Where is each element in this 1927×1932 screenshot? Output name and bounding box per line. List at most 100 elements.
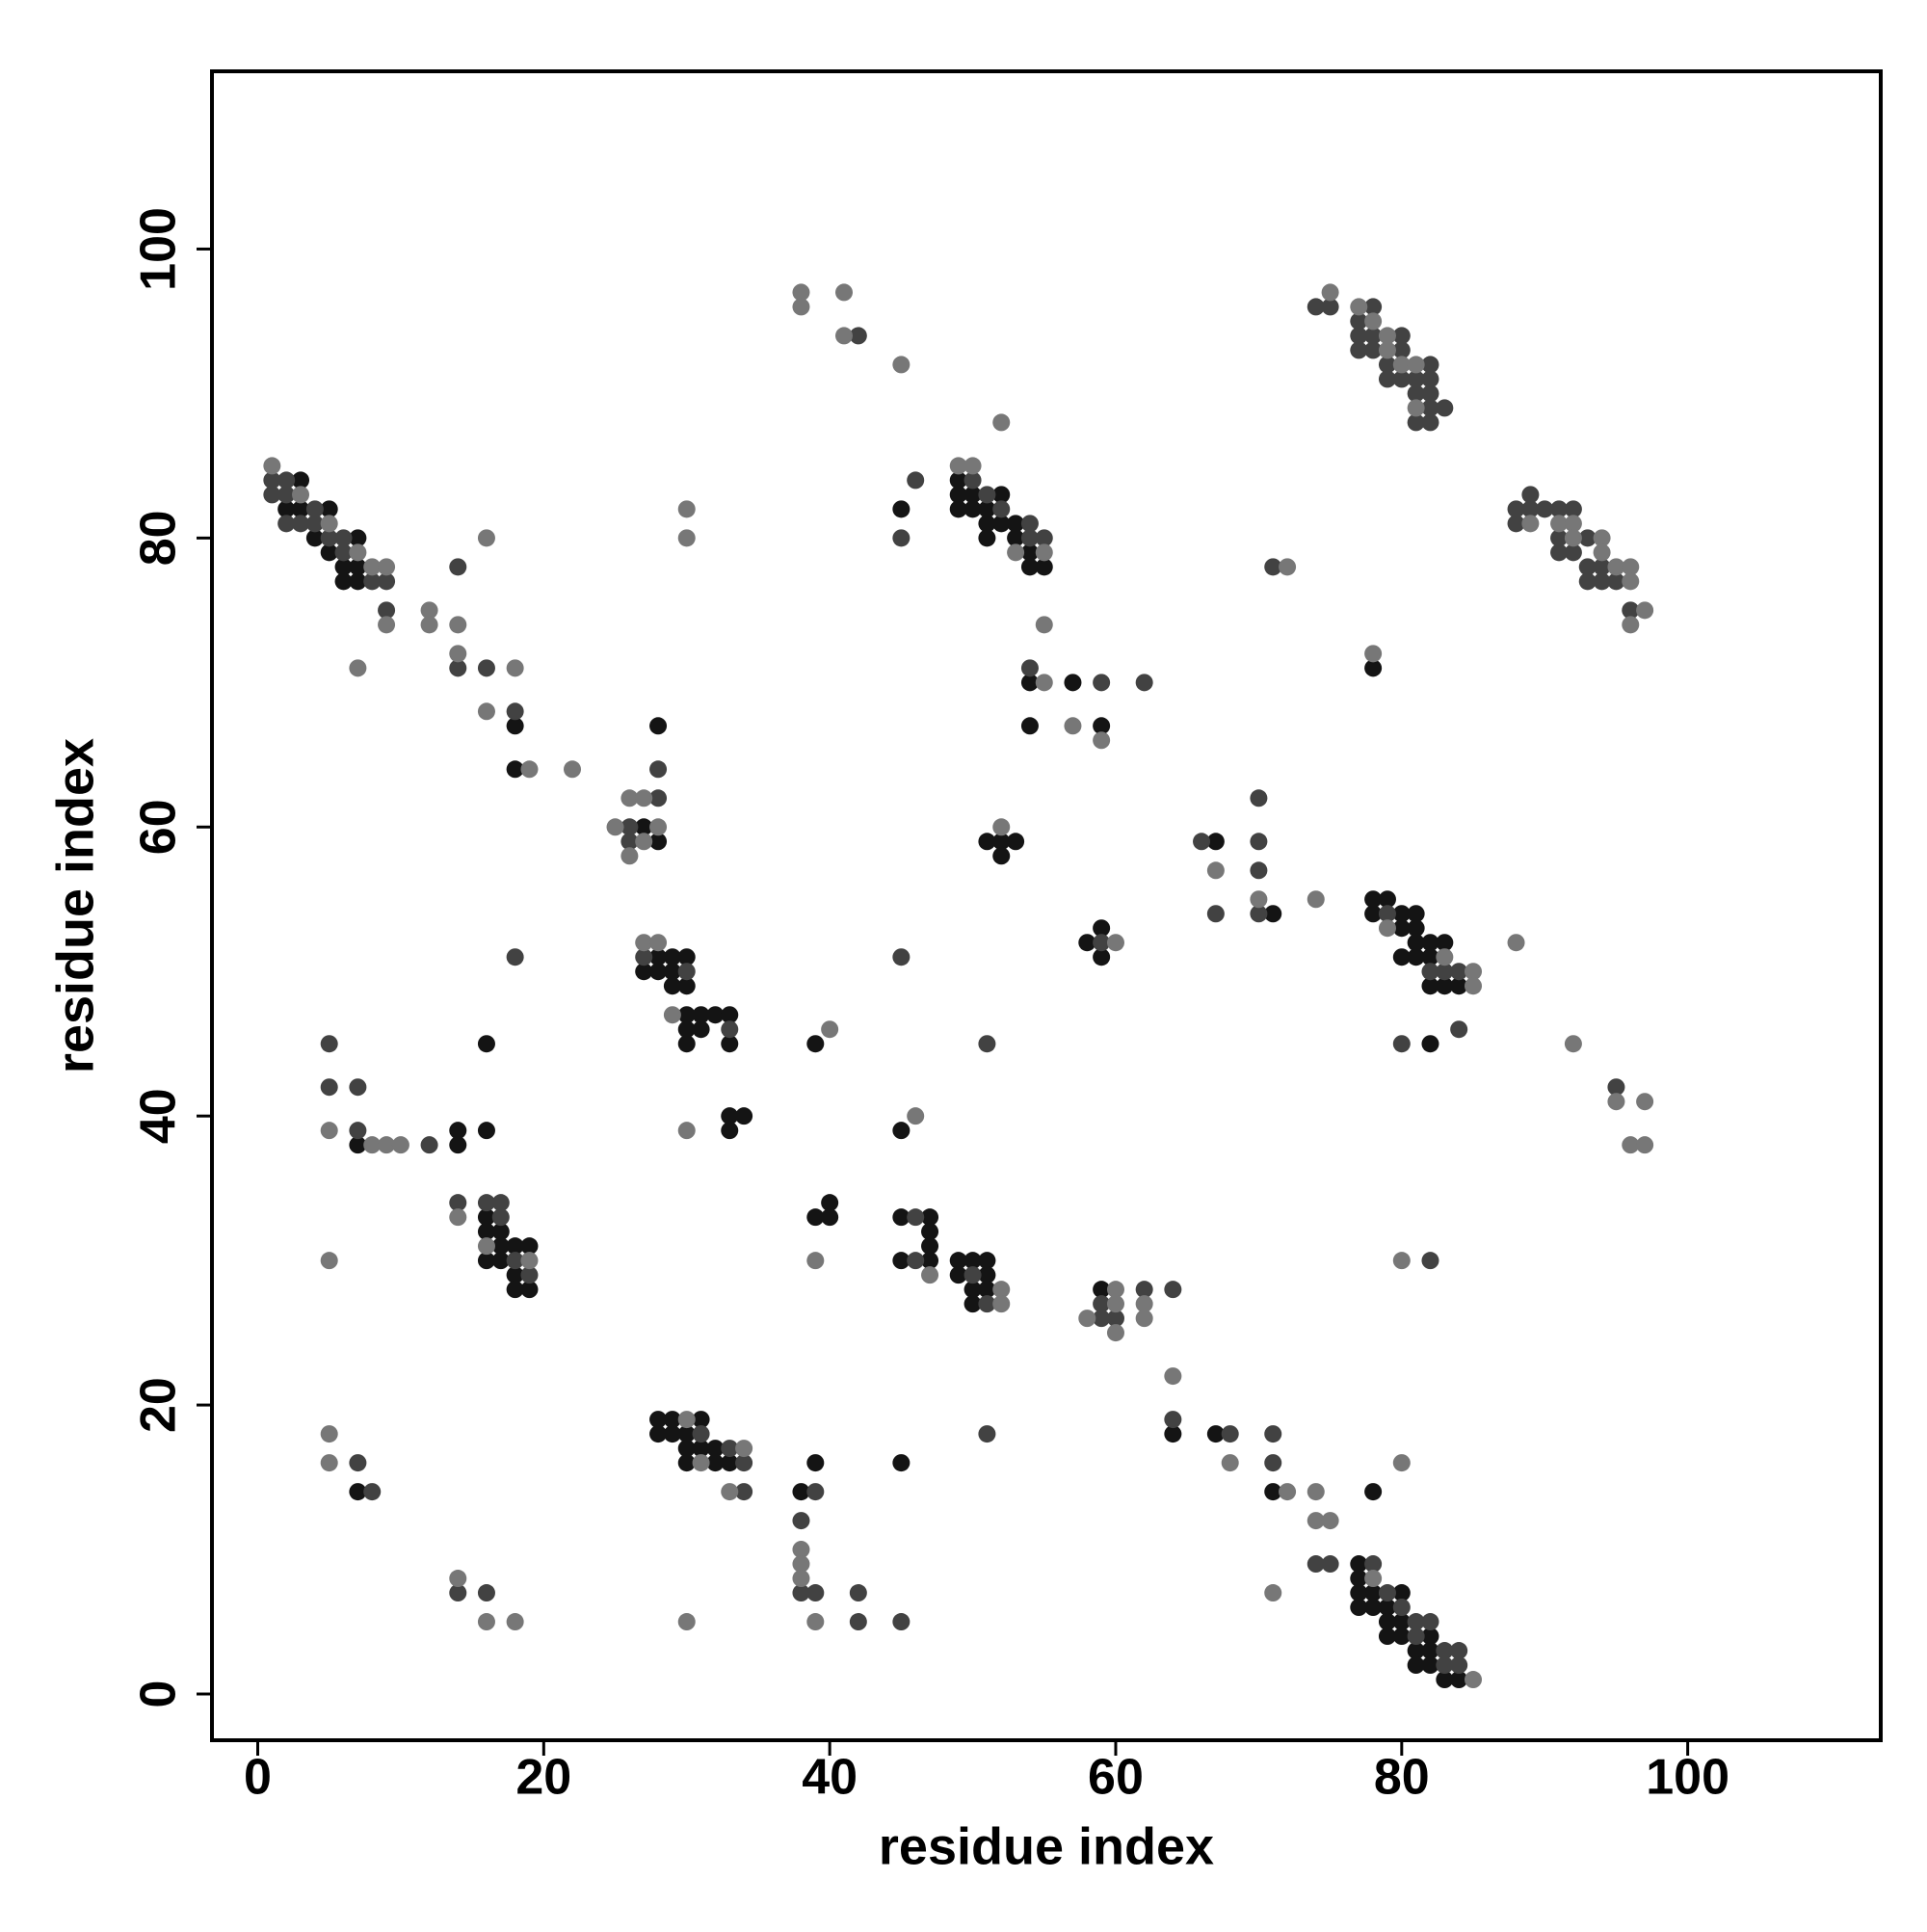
contact-point — [949, 1252, 967, 1270]
y-axis-label: residue index — [46, 738, 104, 1073]
contact-point — [1164, 1411, 1182, 1429]
contact-point — [1035, 674, 1053, 692]
contact-point — [992, 847, 1011, 865]
contact-point — [1465, 977, 1483, 995]
contact-point — [721, 1122, 739, 1140]
contact-point — [806, 1454, 825, 1472]
contact-point — [1206, 905, 1225, 923]
contact-point — [1421, 356, 1439, 374]
contact-point — [491, 1252, 510, 1270]
contact-point — [449, 616, 467, 634]
contact-point — [1364, 645, 1383, 663]
contact-point — [1436, 977, 1454, 995]
contact-point — [978, 529, 996, 547]
contact-point — [1450, 977, 1468, 995]
contact-point — [978, 1295, 996, 1313]
contact-point — [334, 529, 353, 547]
contact-point — [692, 1020, 710, 1039]
contact-point — [663, 977, 681, 995]
contact-point — [1392, 919, 1411, 938]
contact-point — [506, 702, 524, 721]
contact-point — [292, 500, 310, 518]
contact-point — [992, 1295, 1011, 1313]
contact-point — [677, 977, 696, 995]
contact-point — [1607, 1093, 1625, 1111]
contact-point — [635, 818, 653, 836]
contact-point — [1507, 515, 1525, 533]
contact-point — [1321, 1555, 1339, 1574]
contact-point — [1421, 370, 1439, 388]
contact-point — [834, 283, 853, 302]
contact-point — [292, 471, 310, 490]
contact-point — [677, 1440, 696, 1458]
contact-point — [1364, 298, 1383, 316]
contact-point — [1407, 1628, 1425, 1646]
contact-point — [907, 1208, 925, 1227]
contact-point — [1378, 1584, 1396, 1602]
contact-point — [1364, 1584, 1383, 1602]
contact-point — [1450, 1020, 1468, 1039]
contact-point — [1392, 1599, 1411, 1617]
y-tick-label: 40 — [131, 1088, 187, 1144]
contact-point — [992, 515, 1011, 533]
contact-point — [1607, 572, 1625, 591]
contact-point — [1436, 948, 1454, 966]
contact-point — [1636, 1093, 1654, 1111]
contact-point — [420, 616, 438, 634]
contact-point — [1135, 1295, 1153, 1313]
y-tick-label: 60 — [131, 799, 187, 855]
contact-point — [378, 572, 396, 591]
contact-point — [320, 515, 338, 533]
contact-point — [1378, 341, 1396, 359]
contact-point — [1106, 1310, 1124, 1328]
contact-point — [635, 934, 653, 952]
contact-point — [1507, 934, 1525, 952]
contact-point — [649, 963, 668, 981]
contact-point — [1279, 558, 1297, 576]
contact-point — [491, 1208, 510, 1227]
contact-point — [792, 1483, 810, 1501]
contact-point — [1020, 529, 1039, 547]
contact-point — [477, 1252, 495, 1270]
contact-point — [1521, 500, 1540, 518]
contact-point — [477, 529, 495, 547]
contact-point — [792, 1555, 810, 1574]
contact-point — [449, 1136, 467, 1154]
contact-point — [449, 558, 467, 576]
contact-point — [363, 558, 382, 576]
contact-point — [677, 963, 696, 981]
contact-point — [1378, 356, 1396, 374]
contact-point — [477, 1208, 495, 1227]
contact-point — [677, 1122, 696, 1140]
contact-point — [1421, 1642, 1439, 1660]
contact-point — [1521, 486, 1540, 504]
contact-point — [378, 558, 396, 576]
contact-point — [1307, 1483, 1325, 1501]
contact-point — [1421, 948, 1439, 966]
contact-point — [1450, 1642, 1468, 1660]
contact-point — [663, 948, 681, 966]
contact-point — [1421, 413, 1439, 432]
contact-point — [420, 601, 438, 620]
contact-point — [506, 1252, 524, 1270]
contact-point — [1221, 1425, 1239, 1443]
x-tick-label: 80 — [1374, 1750, 1430, 1806]
contact-point — [964, 500, 982, 518]
contact-point — [477, 1194, 495, 1212]
contact-point — [649, 1425, 668, 1443]
contact-point — [1378, 919, 1396, 938]
contact-point — [378, 1136, 396, 1154]
contact-point — [391, 1136, 409, 1154]
contact-point — [1020, 674, 1039, 692]
contact-point — [1392, 1454, 1411, 1472]
contact-point — [1106, 934, 1124, 952]
contact-point — [1378, 370, 1396, 388]
contact-point — [677, 1006, 696, 1024]
contact-point — [349, 659, 367, 677]
contact-point — [1093, 674, 1111, 692]
contact-point — [1307, 1512, 1325, 1530]
contact-point — [792, 298, 810, 316]
contact-point — [964, 1266, 982, 1284]
contact-point — [735, 1440, 753, 1458]
contact-point — [520, 1266, 539, 1284]
